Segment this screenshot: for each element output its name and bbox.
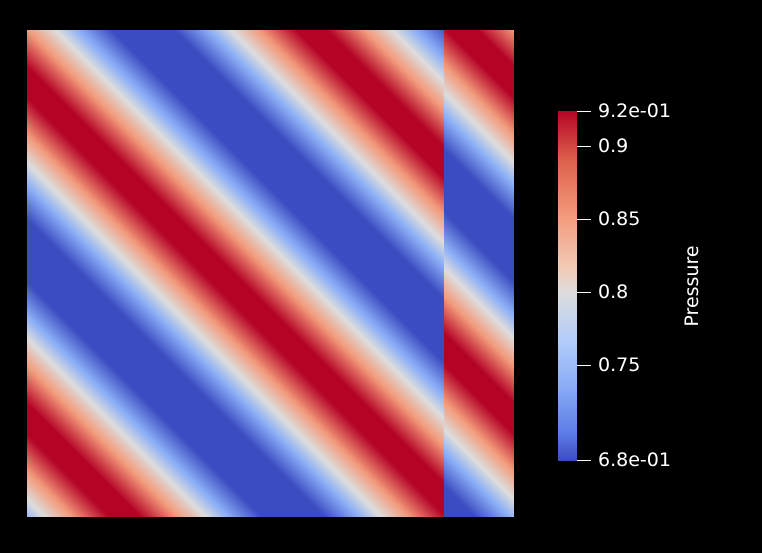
- colorbar-tick: [577, 365, 591, 366]
- colorbar-tick: [577, 292, 591, 293]
- colorbar: [558, 111, 577, 461]
- colorbar-tick-label: 0.75: [598, 354, 641, 376]
- colorbar-tick-label: 0.85: [598, 208, 641, 230]
- colorbar-tick-label-min: 6.8e-01: [598, 449, 671, 471]
- pressure-field-plot[interactable]: [27, 30, 514, 517]
- colorbar-tick: [577, 219, 591, 220]
- colorbar-tick-label-max: 9.2e-01: [598, 100, 671, 122]
- colorbar-tick: [577, 460, 591, 461]
- colorbar-title: Pressure: [681, 245, 703, 327]
- colorbar-tick: [577, 111, 591, 112]
- colorbar-tick: [577, 146, 591, 147]
- colorbar-tick-label: 0.9: [598, 135, 629, 157]
- colorbar-tick-label: 0.8: [598, 281, 629, 303]
